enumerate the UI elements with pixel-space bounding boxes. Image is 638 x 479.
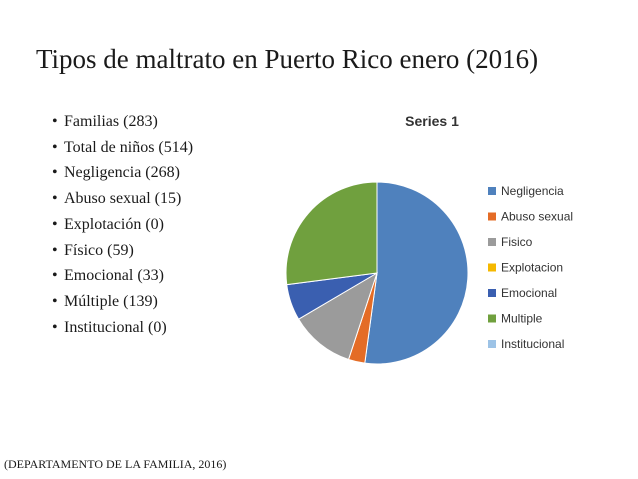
bullet-glyph: •	[52, 267, 58, 285]
legend-item-multiple: Multiple	[488, 312, 543, 326]
legend-label: Institucional	[501, 337, 564, 351]
bullet-text: Familias (283)	[64, 113, 158, 130]
bullet-item-fisico: • Físico (59)	[52, 238, 193, 264]
source-citation: (DEPARTAMENTO DE LA FAMILIA, 2016)	[4, 457, 227, 471]
slide-title: Tipos de maltrato en Puerto Rico enero (…	[36, 44, 539, 74]
bullet-text: Abuso sexual (15)	[64, 190, 182, 208]
legend-swatch	[488, 314, 496, 323]
legend-item-explotacion: Explotacion	[488, 261, 563, 275]
bullet-text: Múltiple (139)	[64, 292, 158, 310]
legend-label: Multiple	[501, 312, 543, 326]
legend-swatch	[488, 187, 496, 195]
legend-item-fisico: Fisico	[488, 235, 533, 249]
bullet-text: Institucional (0)	[64, 318, 167, 336]
bullet-text: Negligencia (268)	[64, 164, 180, 182]
legend-label: Abuso sexual	[501, 210, 573, 224]
legend-item-emocional: Emocional	[488, 286, 557, 300]
bullet-glyph: •	[52, 241, 58, 259]
bullet-glyph: •	[52, 190, 58, 208]
bullet-glyph: •	[52, 113, 58, 130]
legend-swatch	[488, 340, 496, 348]
pie-slice-fisico	[297, 271, 378, 361]
bullet-glyph: •	[52, 215, 58, 233]
bullet-text: Físico (59)	[64, 241, 134, 259]
legend-label: Emocional	[501, 286, 557, 300]
bullet-item-negligencia: • Negligencia (268)	[52, 160, 193, 186]
bullet-item-institucional: • Institucional (0)	[52, 315, 193, 341]
bullet-glyph: •	[52, 164, 58, 182]
bullet-list: • Familias (283) • Total de niños (514) • N…	[52, 109, 193, 340]
bullet-glyph: •	[52, 318, 58, 336]
bullet-item-total-ninos: • Total de niños (514)	[52, 135, 193, 161]
legend-label: Explotacion	[501, 261, 563, 275]
pie-slice-negligencia	[364, 181, 469, 365]
bullet-item-multiple: • Múltiple (139)	[52, 289, 193, 315]
legend-item-abuso-sexual: Abuso sexual	[488, 210, 573, 224]
pie-chart: Series 1 Negligencia Abuso sexual Fisico Ex…	[270, 98, 610, 378]
legend-item-negligencia: Negligencia	[488, 184, 564, 198]
bullet-text: Explotación (0)	[64, 215, 164, 233]
bullet-item-explotacion: • Explotación (0)	[52, 212, 193, 238]
bullet-glyph: •	[52, 292, 58, 310]
legend-item-institucional: Institucional	[488, 337, 564, 351]
bullet-text: Total de niños (514)	[64, 138, 194, 156]
bullet-item-emocional: • Emocional (33)	[52, 263, 193, 289]
chart-legend: Negligencia Abuso sexual Fisico Explotacion…	[488, 184, 573, 351]
bullet-glyph: •	[52, 138, 58, 156]
legend-label: Negligencia	[501, 184, 564, 198]
bullet-item-familias: • Familias (283)	[52, 109, 193, 135]
bullet-item-abuso-sexual: • Abuso sexual (15)	[52, 186, 193, 212]
chart-title: Series 1	[405, 113, 459, 129]
pie-slice-multiple	[285, 181, 378, 286]
pie-chart-svg: Series 1 Negligencia Abuso sexual Fisico Ex…	[285, 113, 573, 365]
legend-swatch	[488, 238, 496, 246]
pie-slices	[285, 181, 469, 365]
legend-swatch	[488, 212, 496, 221]
legend-swatch	[488, 263, 496, 272]
bullet-text: Emocional (33)	[64, 267, 164, 285]
legend-label: Fisico	[501, 235, 533, 249]
legend-swatch	[488, 289, 496, 297]
